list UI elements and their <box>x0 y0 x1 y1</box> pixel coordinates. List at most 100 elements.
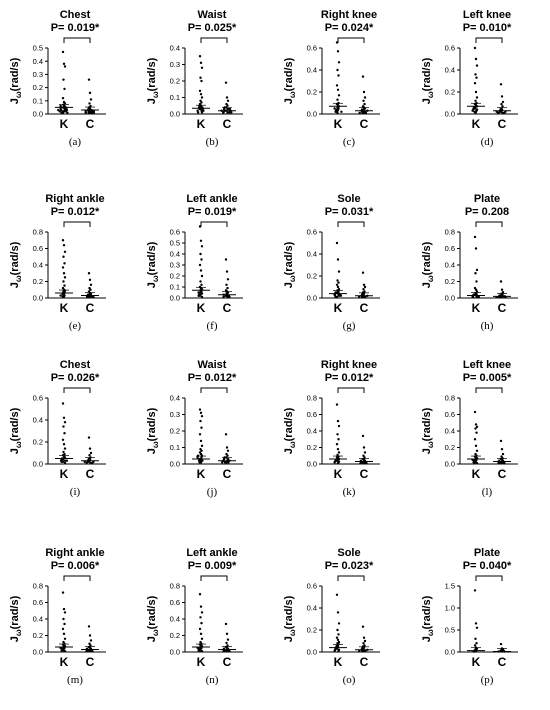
y-tick-label: 0.6 <box>307 410 317 419</box>
data-point <box>63 65 67 68</box>
data-point <box>499 439 503 443</box>
y-tick-label: 0.6 <box>445 44 455 53</box>
y-tick-label: 0.2 <box>307 626 317 635</box>
p-value-label: P= 0.031* <box>325 206 374 218</box>
data-point <box>63 637 67 640</box>
data-point <box>474 99 477 103</box>
data-point <box>66 111 69 114</box>
data-point <box>337 61 341 64</box>
data-point <box>90 111 94 114</box>
data-point <box>334 295 337 299</box>
p-value-label: P= 0.025* <box>188 22 237 34</box>
data-point <box>474 111 477 115</box>
data-point <box>87 436 91 439</box>
y-axis-label: Jω(rad/s) <box>283 407 297 454</box>
data-point <box>337 438 340 441</box>
data-point <box>473 438 477 441</box>
data-point <box>475 268 479 272</box>
data-point <box>336 258 340 261</box>
y-tick-label: 0.4 <box>170 44 180 53</box>
data-point <box>226 99 230 103</box>
data-point <box>63 284 66 287</box>
p-value-label: P= 0.005* <box>463 372 512 384</box>
data-point <box>63 421 67 424</box>
data-point <box>84 111 87 114</box>
data-point <box>475 425 479 429</box>
y-tick-label: 0.0 <box>445 294 455 303</box>
data-point <box>62 425 65 428</box>
data-point <box>60 649 63 652</box>
y-tick-label: 0.6 <box>170 598 180 607</box>
data-point <box>226 286 229 290</box>
data-point <box>62 632 66 636</box>
category-label-c: C <box>360 117 369 131</box>
data-point <box>474 247 478 250</box>
y-tick-label: 0.2 <box>170 77 180 86</box>
significance-bracket <box>337 37 365 43</box>
data-point <box>334 110 337 114</box>
data-point <box>200 79 203 83</box>
data-point <box>225 632 229 636</box>
data-point <box>63 649 67 653</box>
significance-bracket <box>63 387 91 393</box>
p-value-label: P= 0.012* <box>51 206 100 218</box>
data-point <box>63 459 67 462</box>
y-tick-label: 0.4 <box>307 604 317 613</box>
data-point <box>336 279 339 282</box>
y-tick-label: 0.2 <box>170 272 180 281</box>
data-point <box>228 295 231 299</box>
data-point <box>62 450 65 454</box>
data-point <box>336 447 340 451</box>
category-label-c: C <box>498 467 507 481</box>
data-point <box>199 632 203 636</box>
category-label-k: K <box>197 301 206 315</box>
panel-label: (i) <box>70 486 81 498</box>
data-point <box>336 111 339 115</box>
panel-label: (k) <box>343 486 356 498</box>
data-point <box>335 636 339 639</box>
p-value-label: P= 0.040* <box>463 560 512 572</box>
data-point <box>199 439 203 443</box>
data-point <box>226 107 230 111</box>
data-point <box>362 99 365 103</box>
data-point <box>88 91 92 95</box>
data-point <box>358 111 361 115</box>
data-point <box>228 111 231 114</box>
panel-label: (h) <box>481 320 494 332</box>
y-tick-label: 0.0 <box>170 110 180 119</box>
category-label-c: C <box>223 117 232 131</box>
data-point <box>475 626 479 629</box>
data-point <box>198 433 202 436</box>
significance-bracket <box>337 575 365 581</box>
data-point <box>89 288 92 291</box>
data-point <box>359 461 362 465</box>
data-point <box>200 449 203 452</box>
y-tick-label: 0.4 <box>33 261 43 270</box>
significance-bracket <box>200 221 228 227</box>
panel-label: (b) <box>206 136 219 148</box>
panel-label: (j) <box>207 486 218 498</box>
data-point <box>475 290 479 293</box>
data-point <box>361 271 365 274</box>
y-tick-label: 0.5 <box>445 626 455 635</box>
data-point <box>226 278 230 281</box>
data-point <box>473 644 477 647</box>
category-label-k: K <box>472 301 481 315</box>
data-point <box>474 427 477 430</box>
category-label-c: C <box>223 655 232 669</box>
data-point <box>474 444 478 448</box>
y-tick-label: 0.3 <box>33 70 43 79</box>
data-point <box>199 419 202 423</box>
data-point <box>197 649 200 652</box>
data-point <box>199 252 202 256</box>
data-point <box>200 637 204 640</box>
data-point <box>200 649 204 653</box>
data-point <box>337 633 340 636</box>
data-point <box>337 424 341 428</box>
data-point <box>89 451 93 455</box>
data-point <box>335 41 339 44</box>
significance-bracket <box>475 387 503 393</box>
data-point <box>471 295 475 299</box>
data-point <box>89 283 93 286</box>
